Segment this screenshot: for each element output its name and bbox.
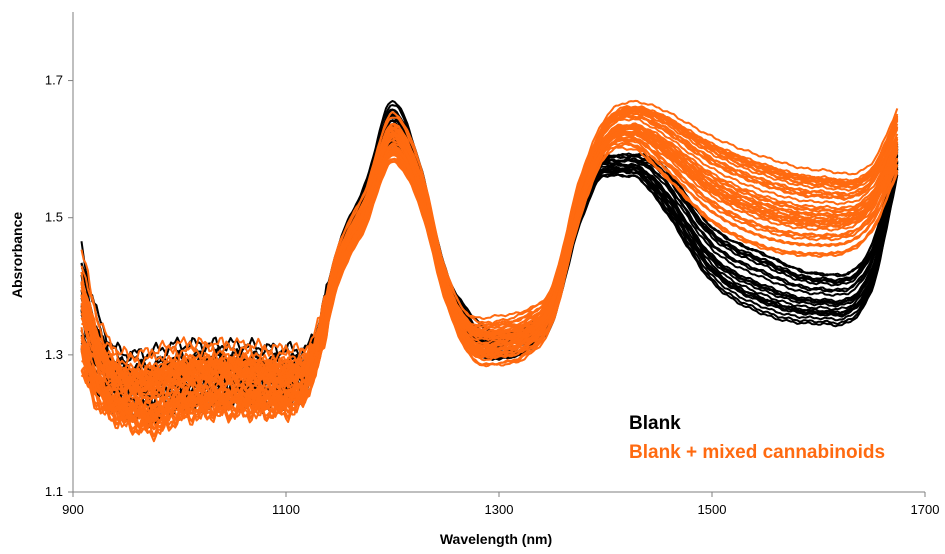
- legend-entry-blank-mixed-cannabinoids: Blank + mixed cannabinoids: [629, 442, 885, 463]
- cannabinoid-spectrum-line: [80, 111, 899, 363]
- x-tick-label: 900: [62, 502, 84, 517]
- x-tick-label: 1500: [698, 502, 727, 517]
- cannabinoid-spectrum-line: [80, 124, 899, 404]
- y-tick-label: 1.1: [45, 484, 63, 499]
- cannabinoid-spectrum-line: [80, 132, 899, 424]
- x-tick-label: 1300: [485, 502, 514, 517]
- cannabinoid-spectrum-line: [80, 122, 899, 380]
- plot-lines: [80, 99, 899, 443]
- cannabinoid-spectrum-line: [80, 106, 899, 425]
- y-tick-label: 1.5: [45, 210, 63, 225]
- cannabinoid-spectrum-line: [80, 107, 899, 417]
- y-axis-title: Absrorbance: [9, 212, 25, 299]
- x-tick-label: 1700: [911, 502, 940, 517]
- legend-entry-blank: Blank: [629, 413, 681, 434]
- cannabinoid-spectrum-line: [80, 109, 899, 369]
- y-tick-label: 1.3: [45, 347, 63, 362]
- x-ticks: 900 1100 1300 1500 1700: [62, 492, 939, 517]
- x-axis-title: Wavelength (nm): [440, 531, 552, 547]
- y-tick-label: 1.7: [45, 73, 63, 88]
- y-ticks: 1.1 1.3 1.5 1.7: [45, 73, 73, 499]
- cannabinoid-spectrum-line: [80, 132, 899, 443]
- x-tick-label: 1100: [272, 502, 300, 517]
